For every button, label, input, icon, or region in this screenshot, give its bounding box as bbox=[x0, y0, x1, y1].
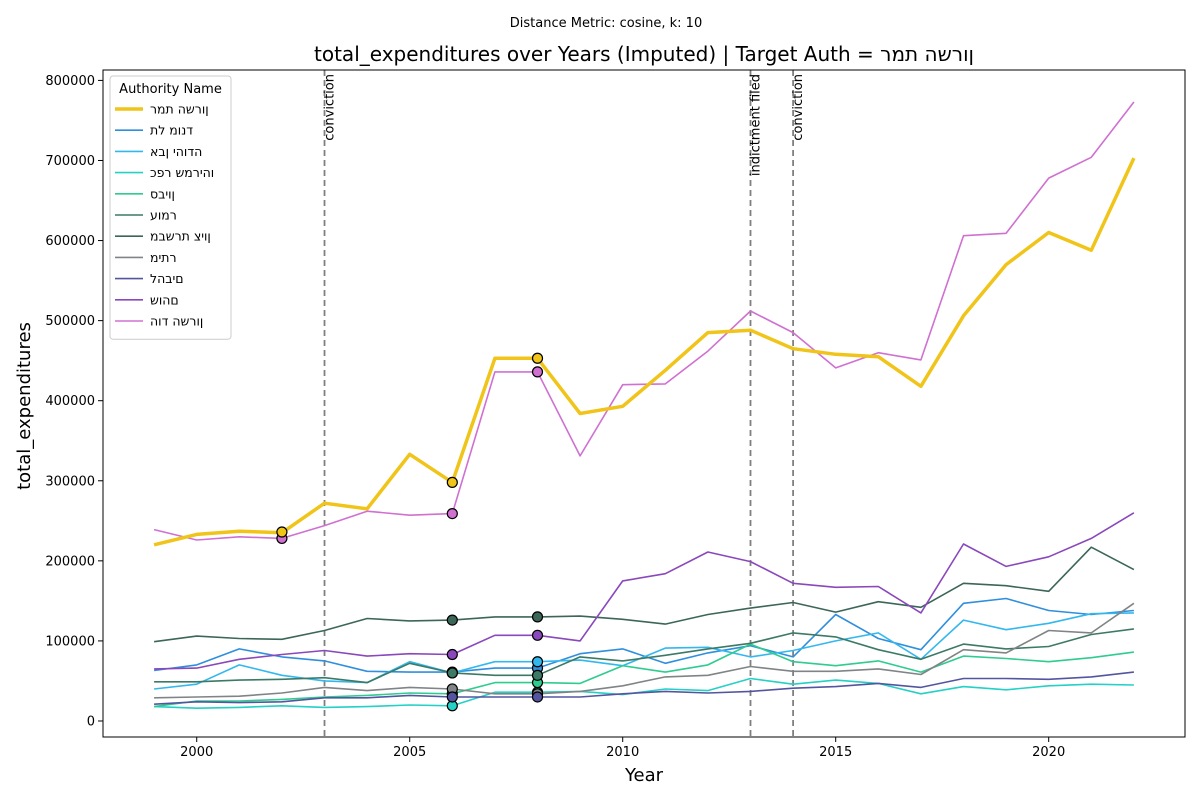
legend-label: םיבהל bbox=[150, 271, 184, 286]
legend-label: ןויצ תרשבמ bbox=[150, 229, 211, 244]
legend-label: רמוע bbox=[150, 208, 177, 223]
legend-label: ןורשה תמר bbox=[150, 102, 209, 117]
legend-label: םהוש bbox=[150, 292, 179, 307]
series-line bbox=[154, 671, 1134, 705]
y-axis-label: total_expenditures bbox=[14, 322, 35, 490]
series-point bbox=[531, 669, 544, 681]
series-line bbox=[153, 643, 1135, 708]
event-label: conviction bbox=[323, 74, 338, 141]
x-tick-label: 2015 bbox=[819, 745, 852, 760]
legend-label: ןויבס bbox=[150, 186, 175, 201]
legend-label: ןורשה דוה bbox=[150, 314, 203, 329]
y-tick-label: 0 bbox=[87, 714, 95, 729]
series-point bbox=[531, 656, 544, 668]
y-tick-label: 400000 bbox=[45, 394, 95, 409]
legend-label: רתימ bbox=[150, 250, 177, 265]
series-line bbox=[153, 546, 1135, 643]
series-point bbox=[446, 614, 458, 626]
series-point bbox=[531, 366, 544, 378]
y-tick-label: 600000 bbox=[45, 234, 95, 249]
x-tick-label: 2000 bbox=[180, 745, 213, 760]
y-tick-label: 800000 bbox=[45, 74, 95, 89]
series-point bbox=[446, 476, 458, 488]
legend-box bbox=[109, 75, 232, 340]
series-line bbox=[154, 512, 1135, 670]
y-tick-label: 100000 bbox=[45, 634, 95, 649]
series-point bbox=[531, 691, 544, 703]
series-point bbox=[446, 667, 458, 679]
x-tick-label: 2005 bbox=[393, 745, 426, 760]
series-point bbox=[446, 648, 458, 661]
target-series-line bbox=[153, 157, 1136, 547]
legend-label: הדוהי ןבא bbox=[150, 144, 202, 159]
plot-area: 2000 2005 2010 2015 2020 0 100000 200000 300000 4… bbox=[45, 70, 1136, 760]
legend-label: דנומ לת bbox=[150, 123, 193, 138]
series-point bbox=[531, 611, 544, 623]
series-point bbox=[446, 691, 458, 703]
chart-suptitle: Distance Metric: cosine, k: 10 bbox=[510, 16, 702, 31]
series-point bbox=[531, 352, 544, 364]
series-line bbox=[154, 602, 1135, 699]
legend: Authority Name ןורשה תמר דנומ לת הדוהי ןבא ו… bbox=[109, 75, 232, 340]
series-line bbox=[153, 101, 1135, 541]
y-tick-label: 200000 bbox=[45, 554, 95, 569]
x-tick-label: 2010 bbox=[606, 745, 639, 760]
event-label: conviction bbox=[791, 74, 806, 141]
x-tick-label: 2020 bbox=[1032, 745, 1065, 760]
series-line bbox=[154, 628, 1135, 684]
y-tick-label: 700000 bbox=[45, 154, 95, 169]
y-tick-label: 500000 bbox=[45, 314, 95, 329]
plot-frame bbox=[102, 69, 1186, 738]
series-line bbox=[154, 612, 1134, 690]
chart-title: total_expenditures over Years (Imputed) … bbox=[314, 42, 974, 66]
x-axis-label: Year bbox=[624, 765, 664, 786]
legend-title: Authority Name bbox=[119, 82, 222, 97]
series-point bbox=[531, 629, 544, 641]
legend-label: והירמש רפכ bbox=[150, 165, 214, 180]
y-tick-label: 300000 bbox=[45, 474, 95, 489]
series-point bbox=[276, 526, 288, 538]
series-point bbox=[446, 507, 458, 520]
event-label: indictment filed bbox=[748, 74, 763, 176]
